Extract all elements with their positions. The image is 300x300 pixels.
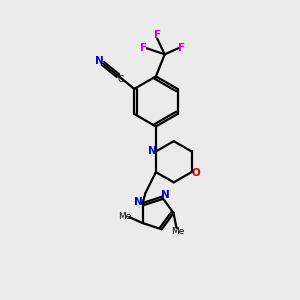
Text: N: N xyxy=(134,197,143,207)
Text: N: N xyxy=(161,190,170,200)
Text: F: F xyxy=(140,44,147,53)
Text: F: F xyxy=(154,31,161,40)
Text: C: C xyxy=(118,75,124,84)
Text: N: N xyxy=(148,146,157,156)
Text: Me: Me xyxy=(171,227,184,236)
Text: N: N xyxy=(94,56,103,66)
Text: O: O xyxy=(192,168,200,178)
Text: F: F xyxy=(178,44,185,53)
Text: Me: Me xyxy=(118,212,131,220)
